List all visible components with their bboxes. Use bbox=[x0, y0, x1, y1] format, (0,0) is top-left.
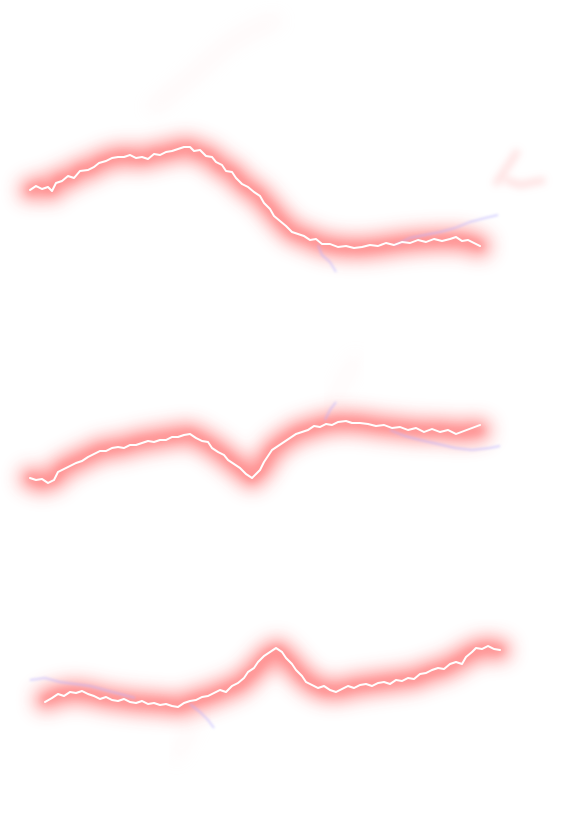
bolt-top-right-branch bbox=[495, 150, 545, 185]
lightning-bolt-top bbox=[30, 20, 545, 272]
lightning-bolt-middle bbox=[30, 356, 500, 483]
lightning-bolt-bottom bbox=[30, 646, 500, 760]
bolt-top-faint-branch bbox=[150, 20, 280, 110]
bolt-middle-faint-branch bbox=[330, 356, 358, 410]
